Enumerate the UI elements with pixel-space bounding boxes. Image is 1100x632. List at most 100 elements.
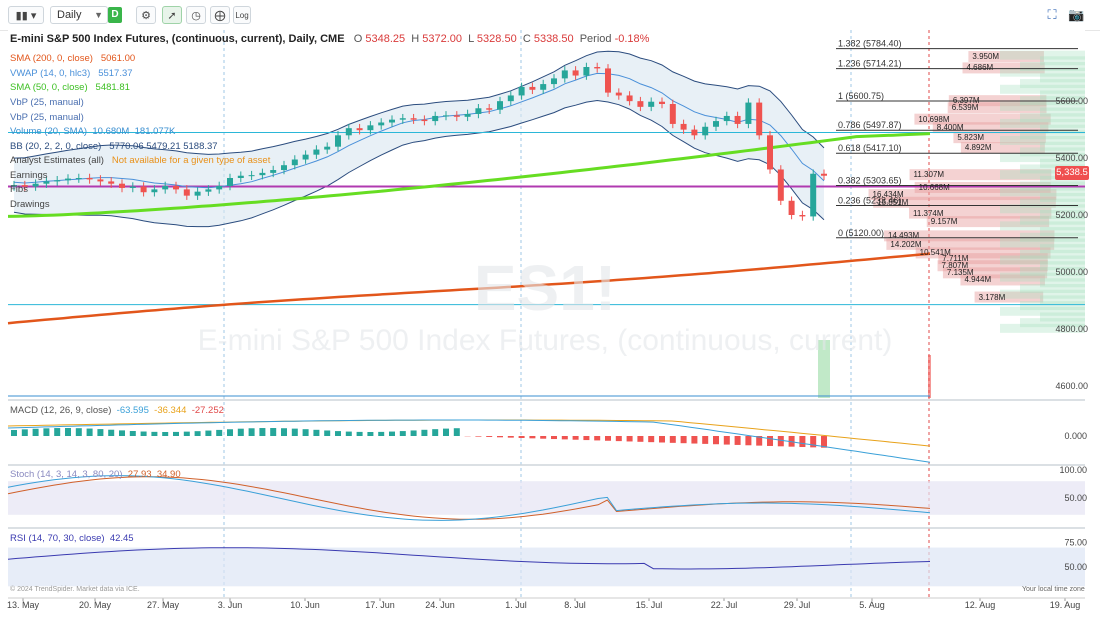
candle-body: [540, 84, 547, 90]
watermark-symbol: ES1!: [474, 252, 616, 324]
timeframe-badge[interactable]: D: [108, 7, 122, 23]
timeframe-select[interactable]: Daily ▼: [50, 6, 108, 24]
legend-analyst[interactable]: Analyst Estimates (all) Not available fo…: [10, 155, 270, 167]
candle-body: [788, 200, 795, 215]
legend-sma200[interactable]: SMA (200, 0, close) 5061.00: [10, 53, 135, 65]
macd-hist-bar: [335, 431, 341, 436]
clock-icon: ◷: [191, 10, 201, 22]
vbp-green-bar: [1000, 50, 1085, 60]
legend-rsi[interactable]: RSI (14, 70, 30, close) 42.45: [10, 533, 134, 545]
low-value: 5328.50: [476, 33, 517, 45]
macd-hist-bar: [43, 428, 50, 436]
vbp-green-bar: [1040, 295, 1085, 305]
macd-hist-bar: [183, 431, 190, 436]
rsi-panel: 75.00 50.00: [7, 538, 1087, 587]
vbp-green-bar: [1020, 147, 1085, 157]
macd-y-tick: 0.000: [1064, 431, 1087, 441]
macd-hist-bar: [756, 436, 763, 446]
x-tick-label: 29. Jul: [784, 600, 811, 610]
vbp-green-bar: [1000, 67, 1085, 77]
fib-level-label: 1.236 (5714.21): [838, 59, 902, 69]
candle-body: [529, 86, 536, 90]
legend-sma50[interactable]: SMA (50, 0, close) 5481.81: [10, 82, 130, 94]
fullscreen-icon[interactable]: ⛶: [1047, 7, 1057, 22]
candle-body: [410, 118, 417, 120]
chevron-down-icon: ▼: [94, 10, 103, 20]
fib-level-label: 0.618 (5417.10): [838, 143, 902, 153]
legend-stoch[interactable]: Stoch (14, 3, 14, 3, 80, 20) 27.93 34.90: [10, 469, 181, 481]
legend-fibs[interactable]: Fibs: [10, 184, 28, 196]
candle-body: [605, 68, 611, 93]
macd-hist-bar: [626, 436, 633, 442]
legend-vbp-2[interactable]: VbP (25, manual): [10, 112, 84, 124]
vbp-bar: [914, 113, 1051, 125]
vbp-value-label: 16.434M: [872, 190, 904, 200]
macd-hist-bar: [227, 429, 233, 436]
candle-body: [227, 178, 233, 186]
fibs-label: Fibs: [10, 184, 28, 195]
sma50-value: 5481.81: [95, 82, 130, 93]
macd-hist-bar: [745, 436, 752, 446]
fib-level-label: 0 (5120.00): [838, 228, 884, 238]
log-scale-button[interactable]: Log: [233, 6, 251, 24]
symbol-title: E-mini S&P 500 Index Futures, (continuou…: [10, 33, 345, 45]
rsi-value: 42.45: [109, 533, 134, 544]
legend-macd[interactable]: MACD (12, 26, 9, close) -63.595 -36.344 …: [10, 405, 224, 417]
macd-label: MACD (12, 26, 9, close): [10, 405, 112, 416]
vbp-green-bar: [1000, 221, 1085, 231]
stoch-y-tick: 50.00: [1064, 493, 1087, 503]
vbp-green-bar: [1040, 227, 1085, 237]
y-tick-label: 4800.00: [1055, 324, 1088, 334]
legend-vwap[interactable]: VWAP (14, 0, hlc3) 5517.37: [10, 68, 133, 80]
vbp-value-label: 7.711M: [942, 254, 969, 264]
stoch-v2: 34.90: [156, 469, 181, 480]
candle-body: [43, 181, 50, 184]
candle-body: [270, 170, 277, 173]
macd-hist-bar: [475, 436, 482, 437]
replay-button[interactable]: ◷: [186, 6, 206, 24]
chart-type-button[interactable]: ▮▮ ▾: [8, 6, 44, 24]
macd-hist-bar: [453, 428, 460, 436]
macd-hist-bar: [259, 428, 266, 436]
legend-volume[interactable]: Volume (20, SMA) 10.680M 181.077K: [10, 126, 175, 138]
macd-line: [7, 419, 931, 463]
legend-earnings[interactable]: Earnings: [10, 170, 48, 182]
legend-vbp-1[interactable]: VbP (25, manual): [10, 97, 84, 109]
vbp-green-bar: [1020, 198, 1085, 208]
vbp-value-label: 9.157M: [930, 217, 958, 227]
vbp-green-bar: [1020, 249, 1085, 259]
fib-level-label: 1.382 (5784.40): [838, 39, 902, 49]
vbp-bar: [937, 260, 1048, 272]
candle-body: [140, 186, 147, 193]
settings-button[interactable]: ⚙: [136, 6, 156, 24]
legend-bb[interactable]: BB (20, 2, 2, 0, close) 5770.06 5479.21 …: [10, 141, 218, 153]
macd-hist-bar: [75, 428, 82, 436]
trendline-tool-button[interactable]: ➚: [162, 6, 182, 24]
macd-hist-bar: [734, 436, 741, 445]
vbp-value-label: 7.135M: [946, 268, 974, 278]
macd-hist-bar: [345, 431, 352, 436]
vbp-bar: [926, 216, 1050, 228]
candle-body: [583, 67, 590, 76]
macd-hist-bar: [281, 428, 287, 436]
bb-value: 5770.06 5479.21 5188.37: [109, 141, 218, 152]
vbp-green-bar: [1020, 318, 1085, 328]
legend-drawings[interactable]: Drawings: [10, 199, 50, 211]
macd-hist-bar: [529, 436, 536, 439]
candle-body: [702, 126, 709, 136]
candle-body: [32, 183, 39, 187]
log-label: Log: [235, 11, 249, 20]
crosshair-button[interactable]: ⨁: [210, 6, 230, 24]
analyst-note: Not available for a given type of asset: [111, 155, 271, 166]
vwap-line: [13, 72, 825, 189]
vbp-value-label: 14.202M: [890, 239, 922, 249]
macd-hist-bar: [173, 431, 179, 436]
vbp-value-label: 4.686M: [966, 63, 994, 73]
macd-hist-bar: [291, 428, 298, 436]
vbp-green-bar: [1040, 261, 1085, 271]
candle-body: [777, 169, 784, 201]
camera-icon[interactable]: 📷: [1068, 7, 1085, 22]
copyright-text: © 2024 TrendSpider. Market data via ICE.: [10, 586, 140, 593]
chart-title: E-mini S&P 500 Index Futures, (continuou…: [10, 33, 649, 45]
